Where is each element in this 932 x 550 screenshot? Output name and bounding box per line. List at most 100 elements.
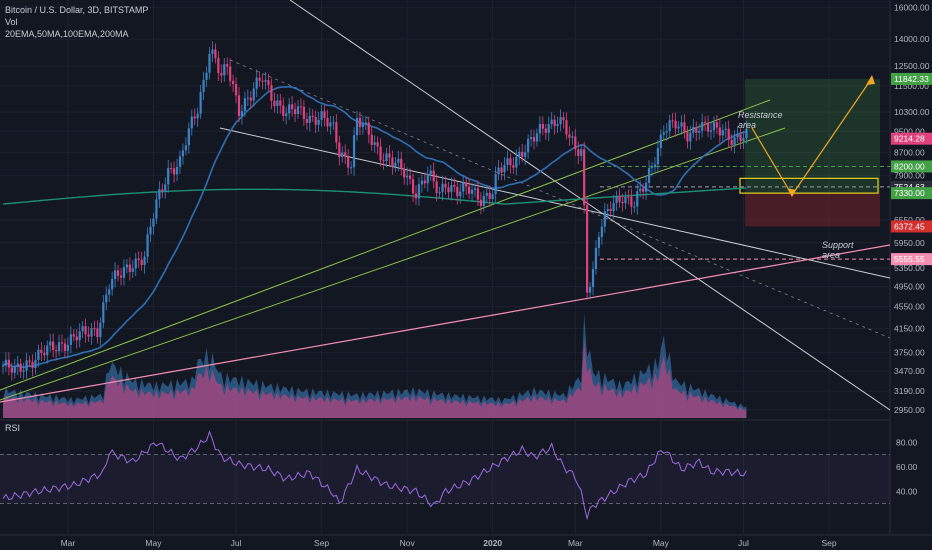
candle bbox=[465, 176, 468, 195]
candle bbox=[650, 161, 654, 177]
candle bbox=[178, 150, 182, 174]
price-marker: 5555.55 bbox=[891, 253, 932, 266]
candle bbox=[547, 116, 550, 142]
candle bbox=[299, 98, 303, 116]
candle bbox=[60, 334, 64, 352]
candle-body bbox=[432, 170, 435, 182]
candle-body bbox=[568, 134, 571, 138]
candle-body bbox=[19, 363, 22, 372]
candle-body bbox=[674, 120, 677, 129]
candle-body bbox=[193, 116, 196, 119]
candle bbox=[577, 141, 580, 165]
candle bbox=[187, 122, 190, 154]
price-marker-text: 6372.45 bbox=[894, 221, 925, 231]
candle-body bbox=[586, 205, 589, 293]
candle bbox=[193, 108, 196, 126]
candle-body bbox=[547, 124, 550, 133]
candle-body bbox=[659, 134, 662, 149]
candle bbox=[656, 140, 659, 172]
candle bbox=[181, 143, 185, 165]
candle bbox=[662, 125, 665, 140]
candle bbox=[158, 181, 161, 208]
candle bbox=[541, 116, 544, 136]
candle-body bbox=[409, 175, 412, 180]
candle bbox=[633, 201, 636, 213]
rsi-tick-label: 80.00 bbox=[896, 437, 918, 447]
candle-body bbox=[633, 206, 636, 208]
candle-body bbox=[125, 264, 128, 268]
candle bbox=[618, 188, 621, 208]
candle-body bbox=[456, 186, 459, 197]
price-tick-label: 4950.00 bbox=[894, 282, 925, 292]
candle-body bbox=[473, 188, 477, 190]
candle bbox=[223, 57, 226, 82]
candle bbox=[25, 352, 28, 379]
time-tick-label: Jul bbox=[738, 538, 749, 548]
candle-body bbox=[379, 146, 382, 161]
candle-body bbox=[255, 77, 258, 89]
candle-body bbox=[184, 145, 187, 151]
candle-body bbox=[187, 128, 190, 146]
price-tick-label: 2950.00 bbox=[894, 405, 925, 415]
candle-body bbox=[686, 131, 689, 142]
candle-body bbox=[350, 167, 353, 169]
candle-body bbox=[302, 106, 305, 119]
candle bbox=[497, 160, 500, 181]
candle bbox=[211, 41, 214, 63]
candle bbox=[403, 163, 406, 185]
candle-body bbox=[28, 360, 31, 362]
candle bbox=[152, 212, 155, 235]
candle-body bbox=[656, 148, 659, 165]
candle bbox=[512, 157, 515, 174]
candle bbox=[149, 218, 152, 242]
candle bbox=[544, 123, 547, 140]
candle bbox=[594, 240, 598, 275]
price-marker-bg bbox=[891, 132, 932, 145]
candle bbox=[93, 320, 96, 336]
candle-body bbox=[373, 142, 376, 145]
candle bbox=[291, 96, 294, 117]
rsi-pane: 80.00 60.00 40.00 bbox=[0, 430, 918, 521]
candle-body bbox=[438, 192, 441, 194]
candle bbox=[137, 251, 140, 268]
candle bbox=[409, 168, 412, 185]
candle-body bbox=[704, 121, 707, 123]
candle-body bbox=[34, 359, 37, 368]
candle bbox=[574, 128, 577, 156]
candle-body bbox=[240, 110, 244, 117]
candle-body bbox=[196, 113, 199, 119]
candle bbox=[429, 165, 432, 181]
price-marker-text: 11842.33 bbox=[894, 74, 929, 84]
candle bbox=[397, 150, 400, 172]
candle bbox=[273, 92, 276, 113]
candle bbox=[355, 111, 359, 141]
price-marker: 9214.28 bbox=[891, 132, 932, 145]
candle-body bbox=[535, 133, 539, 142]
candle bbox=[665, 123, 668, 141]
candle-body bbox=[355, 117, 359, 136]
candle-body bbox=[588, 286, 592, 293]
candle bbox=[586, 197, 589, 301]
time-tick-label: Mar bbox=[568, 538, 583, 548]
candle bbox=[426, 166, 429, 192]
time-tick-label: Sep bbox=[314, 538, 329, 548]
candle bbox=[116, 264, 120, 282]
candle bbox=[683, 114, 686, 139]
candle-body bbox=[237, 95, 241, 117]
candle-body bbox=[305, 118, 308, 123]
candle bbox=[453, 177, 456, 193]
entry-box bbox=[739, 177, 879, 194]
candle bbox=[485, 185, 488, 204]
price-tick-label: 4550.00 bbox=[894, 302, 925, 312]
candle bbox=[639, 180, 642, 198]
candle bbox=[479, 192, 482, 215]
candle-body bbox=[119, 275, 123, 278]
candle bbox=[111, 271, 114, 296]
candle bbox=[524, 144, 527, 166]
candle-body bbox=[249, 97, 252, 101]
candle-body bbox=[742, 138, 745, 142]
candle bbox=[72, 329, 75, 342]
resistance-annotation-line-1: Resistance bbox=[738, 110, 783, 120]
candle-body bbox=[577, 149, 580, 156]
